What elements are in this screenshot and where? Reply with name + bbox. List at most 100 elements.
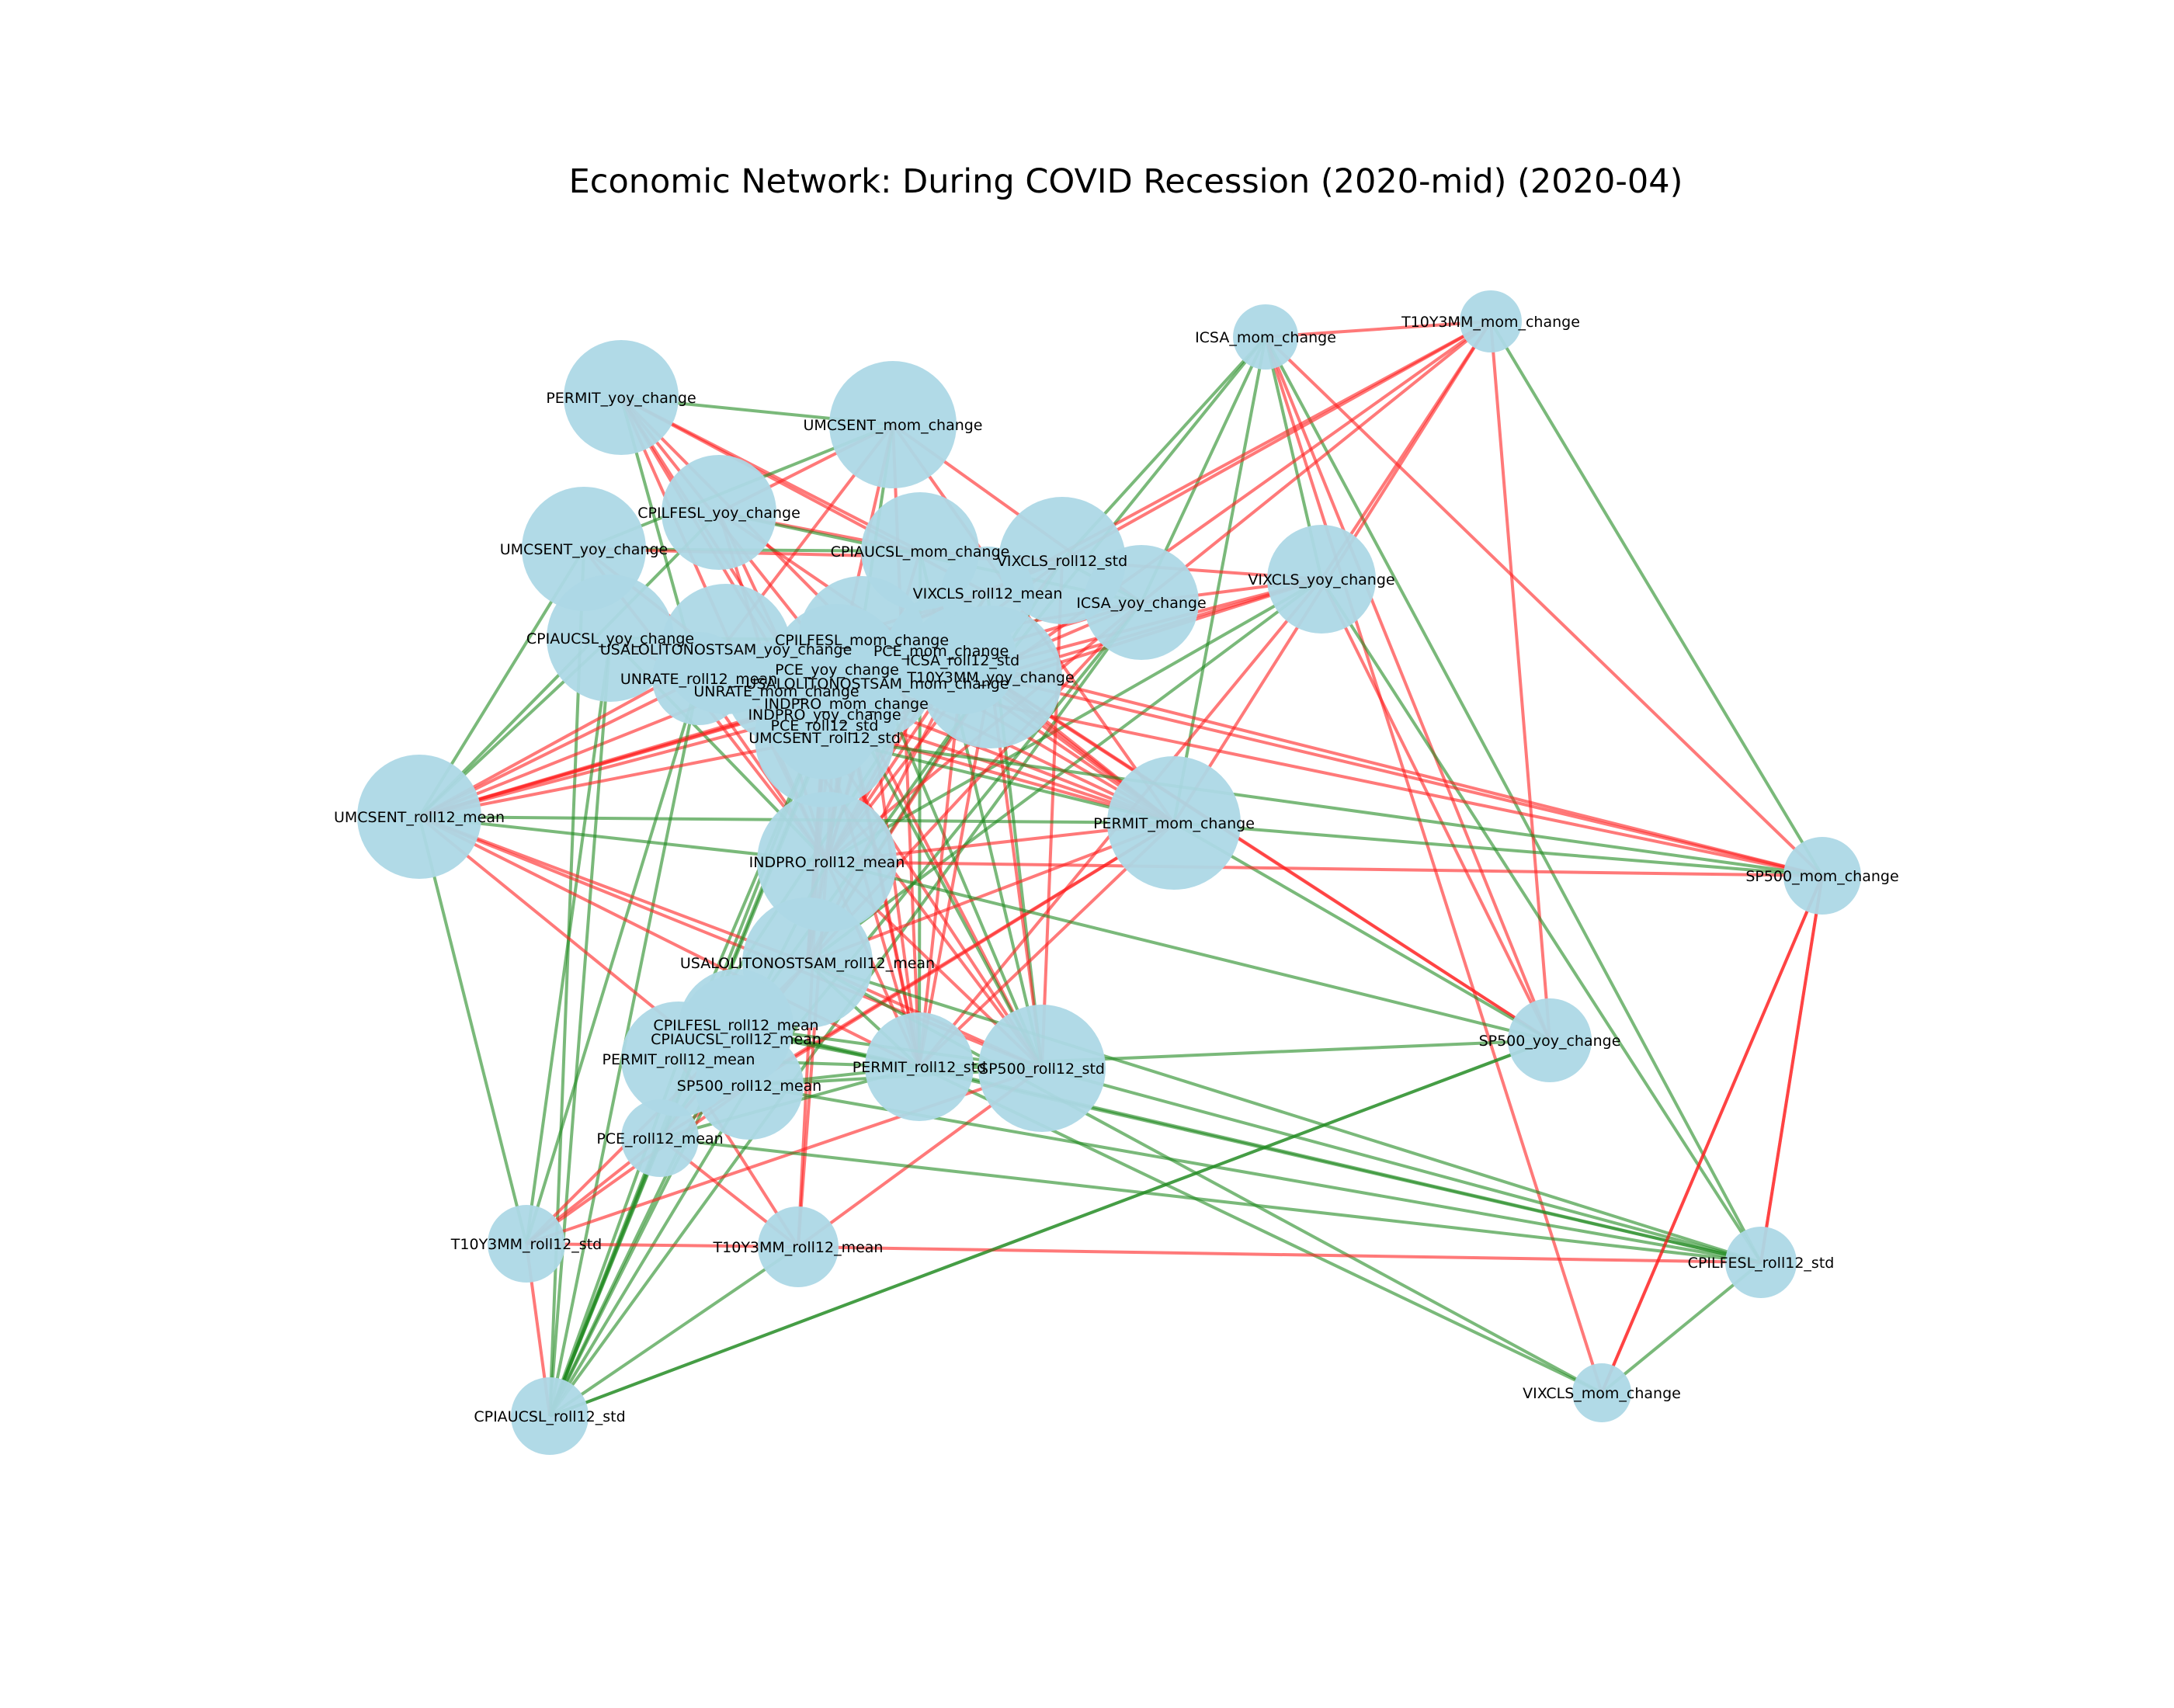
node-label-PCE_roll12_mean: PCE_roll12_mean bbox=[596, 1130, 723, 1147]
edge-INDPRO_roll12_mean-SP500_yoy_change bbox=[826, 860, 1551, 1042]
chart-title: Economic Network: During COVID Recession… bbox=[569, 162, 1683, 201]
node-PCE_roll12_mean bbox=[621, 1099, 699, 1177]
node-label-SP500_roll12_mean: SP500_roll12_mean bbox=[677, 1078, 821, 1095]
node-label-VIXCLS_roll12_mean: VIXCLS_roll12_mean bbox=[913, 585, 1063, 602]
node-UNRATE_roll12_mean bbox=[652, 632, 745, 725]
edge-CPILFESL_roll12_std-SP500_mom_change bbox=[1759, 875, 1824, 1263]
edge-UMCSENT_yoy_change-CPIAUCSL_roll12_std bbox=[548, 548, 585, 1417]
node-label-CPILFESL_roll12_mean: CPILFESL_roll12_mean bbox=[653, 1017, 818, 1034]
node-label-UNRATE_mom_change: UNRATE_mom_change bbox=[693, 683, 859, 700]
edge-CPIAUCSL_yoy_change-T10Y3MM_roll12_std bbox=[525, 637, 612, 1245]
edge-ICSA_mom_change-VIXCLS_mom_change bbox=[1264, 336, 1603, 1394]
node-label-CPILFESL_roll12_std: CPILFESL_roll12_std bbox=[1688, 1255, 1835, 1272]
node-SP500_roll12_mean bbox=[695, 1031, 804, 1140]
node-SP500_yoy_change bbox=[1508, 998, 1592, 1082]
edge-PERMIT_mom_change-SP500_mom_change bbox=[1173, 821, 1823, 877]
edge-UMCSENT_roll12_mean-PERMIT_roll12_std bbox=[418, 815, 920, 1068]
edge-UMCSENT_roll12_std-SP500_mom_change bbox=[824, 736, 1823, 877]
edge-VIXCLS_yoy_change-SP500_yoy_change bbox=[1320, 578, 1551, 1041]
node-T10Y3MM_roll12_std bbox=[488, 1205, 565, 1283]
node-label-VIXCLS_roll12_std: VIXCLS_roll12_std bbox=[997, 553, 1127, 570]
edge-PCE_roll12_mean-CPILFESL_roll12_std bbox=[659, 1137, 1762, 1264]
edge-UNRATE_roll12_mean-T10Y3MM_roll12_std bbox=[525, 678, 700, 1245]
node-label-SP500_mom_change: SP500_mom_change bbox=[1745, 868, 1898, 885]
edge-SP500_roll12_std-CPILFESL_roll12_std bbox=[1041, 1067, 1762, 1264]
node-label-T10Y3MM_mom_change: T10Y3MM_mom_change bbox=[1401, 314, 1580, 331]
node-label-PERMIT_yoy_change: PERMIT_yoy_change bbox=[546, 390, 696, 407]
node-label-INDPRO_roll12_mean: INDPRO_roll12_mean bbox=[749, 854, 905, 871]
edge-VIXCLS_yoy_change-CPILFESL_roll12_std bbox=[1320, 578, 1762, 1264]
node-label-INDPRO_mom_change: INDPRO_mom_change bbox=[764, 696, 929, 713]
node-SP500_roll12_std bbox=[978, 1005, 1106, 1132]
node-label-CPILFESL_mom_change: CPILFESL_mom_change bbox=[775, 632, 949, 649]
node-T10Y3MM_roll12_mean bbox=[758, 1206, 839, 1287]
node-label-USALOLITONOSTSAM_yoy_change: USALOLITONOSTSAM_yoy_change bbox=[600, 641, 853, 658]
node-label-UMCSENT_roll12_std: UMCSENT_roll12_std bbox=[748, 730, 901, 747]
node-label-PCE_mom_change: PCE_mom_change bbox=[873, 643, 1009, 660]
edge-ICSA_mom_change-T10Y3MM_mom_change bbox=[1265, 320, 1492, 338]
node-label-PERMIT_roll12_mean: PERMIT_roll12_mean bbox=[603, 1051, 755, 1068]
edge-CPIAUCSL_roll12_std-SP500_yoy_change bbox=[549, 1039, 1551, 1418]
edge-SP500_roll12_mean-CPIAUCSL_roll12_std bbox=[548, 1084, 751, 1418]
node-UMCSENT_roll12_std bbox=[755, 668, 894, 807]
node-label-T10Y3MM_roll12_mean: T10Y3MM_roll12_mean bbox=[713, 1239, 884, 1256]
edge-T10Y3MM_mom_change-ICSA_yoy_change bbox=[1140, 320, 1492, 604]
node-label-CPIAUCSL_roll12_mean: CPIAUCSL_roll12_mean bbox=[651, 1031, 821, 1048]
edge-T10Y3MM_roll12_mean-CPILFESL_roll12_std bbox=[797, 1245, 1762, 1264]
node-label-SP500_roll12_std: SP500_roll12_std bbox=[979, 1061, 1105, 1078]
node-PERMIT_yoy_change bbox=[564, 340, 679, 455]
node-label-UMCSENT_mom_change: UMCSENT_mom_change bbox=[803, 417, 982, 434]
node-label-PCE_yoy_change: PCE_yoy_change bbox=[775, 661, 899, 679]
node-VIXCLS_yoy_change bbox=[1267, 525, 1376, 634]
node-T10Y3MM_mom_change bbox=[1460, 290, 1522, 352]
node-CPILFESL_roll12_std bbox=[1725, 1227, 1797, 1298]
edge-ICSA_roll12_std-SP500_mom_change bbox=[962, 658, 1823, 877]
node-UMCSENT_roll12_mean bbox=[357, 755, 481, 879]
edge-ICSA_mom_change-PERMIT_mom_change bbox=[1172, 336, 1267, 824]
node-PERMIT_roll12_std bbox=[865, 1012, 974, 1121]
node-label-VIXCLS_mom_change: VIXCLS_mom_change bbox=[1523, 1385, 1681, 1402]
node-label-CPIAUCSL_mom_change: CPIAUCSL_mom_change bbox=[831, 543, 1010, 561]
edge-UMCSENT_roll12_mean-T10Y3MM_roll12_std bbox=[418, 816, 528, 1245]
edge-VIXCLS_roll12_std-SP500_roll12_std bbox=[1040, 560, 1064, 1069]
edge-VIXCLS_mom_change-SP500_mom_change bbox=[1600, 875, 1824, 1394]
node-label-CPIAUCSL_yoy_change: CPIAUCSL_yoy_change bbox=[526, 630, 694, 647]
edge-SP500_mom_change-INDPRO_roll12_mean bbox=[826, 860, 1823, 877]
edge-T10Y3MM_roll12_mean-CPIAUCSL_roll12_std bbox=[548, 1245, 800, 1418]
node-label-T10Y3MM_roll12_std: T10Y3MM_roll12_std bbox=[450, 1236, 602, 1253]
node-label-PCE_roll12_std: PCE_roll12_std bbox=[771, 717, 879, 734]
node-UMCSENT_mom_change bbox=[829, 361, 957, 488]
node-ICSA_mom_change bbox=[1233, 304, 1298, 370]
edge-USALOLITONOSTSAM_roll12_mean-CPILFESL_roll12_std bbox=[807, 961, 1762, 1264]
node-CPIAUCSL_roll12_std bbox=[511, 1377, 589, 1455]
edge-T10Y3MM_roll12_std-T10Y3MM_roll12_mean bbox=[526, 1242, 799, 1248]
node-label-UMCSENT_roll12_mean: UMCSENT_roll12_mean bbox=[334, 809, 505, 826]
node-INDPRO_roll12_mean bbox=[757, 792, 897, 932]
node-label-PERMIT_mom_change: PERMIT_mom_change bbox=[1093, 815, 1255, 832]
node-label-CPIAUCSL_roll12_std: CPIAUCSL_roll12_std bbox=[474, 1408, 625, 1425]
edge-T10Y3MM_mom_change-SP500_mom_change bbox=[1489, 320, 1824, 877]
node-ICSA_yoy_change bbox=[1084, 545, 1199, 660]
node-label-ICSA_yoy_change: ICSA_yoy_change bbox=[1076, 595, 1206, 612]
node-VIXCLS_mom_change bbox=[1572, 1363, 1631, 1422]
node-label-CPILFESL_yoy_change: CPILFESL_yoy_change bbox=[637, 505, 800, 522]
edge-T10Y3MM_yoy_change-SP500_yoy_change bbox=[989, 675, 1551, 1042]
node-label-USALOLITONOSTSAM_mom_change: USALOLITONOSTSAM_mom_change bbox=[745, 675, 1009, 693]
node-label-UMCSENT_yoy_change: UMCSENT_yoy_change bbox=[500, 541, 669, 558]
node-PERMIT_mom_change bbox=[1107, 756, 1241, 890]
edge-CPIAUCSL_yoy_change-CPIAUCSL_roll12_std bbox=[548, 637, 612, 1417]
nodes-layer: ICSA_mom_change T10Y3MM_mom_change PERMIT_… bbox=[334, 290, 1899, 1455]
node-CPILFESL_yoy_change bbox=[662, 455, 776, 570]
node-label-PERMIT_roll12_std: PERMIT_roll12_std bbox=[853, 1059, 986, 1076]
node-T10Y3MM_yoy_change bbox=[919, 606, 1062, 748]
node-SP500_mom_change bbox=[1783, 837, 1861, 915]
edge-T10Y3MM_yoy_change-SP500_mom_change bbox=[990, 675, 1823, 877]
edge-PERMIT_mom_change-SP500_yoy_change bbox=[1172, 821, 1551, 1042]
node-label-VIXCLS_yoy_change: VIXCLS_yoy_change bbox=[1248, 571, 1394, 588]
node-label-INDPRO_yoy_change: INDPRO_yoy_change bbox=[748, 706, 901, 724]
node-label-SP500_yoy_change: SP500_yoy_change bbox=[1479, 1033, 1621, 1050]
edge-ICSA_mom_change-SP500_yoy_change bbox=[1264, 336, 1551, 1041]
node-label-ICSA_roll12_std: ICSA_roll12_std bbox=[906, 652, 1019, 669]
node-label-T10Y3MM_yoy_change: T10Y3MM_yoy_change bbox=[906, 669, 1074, 686]
